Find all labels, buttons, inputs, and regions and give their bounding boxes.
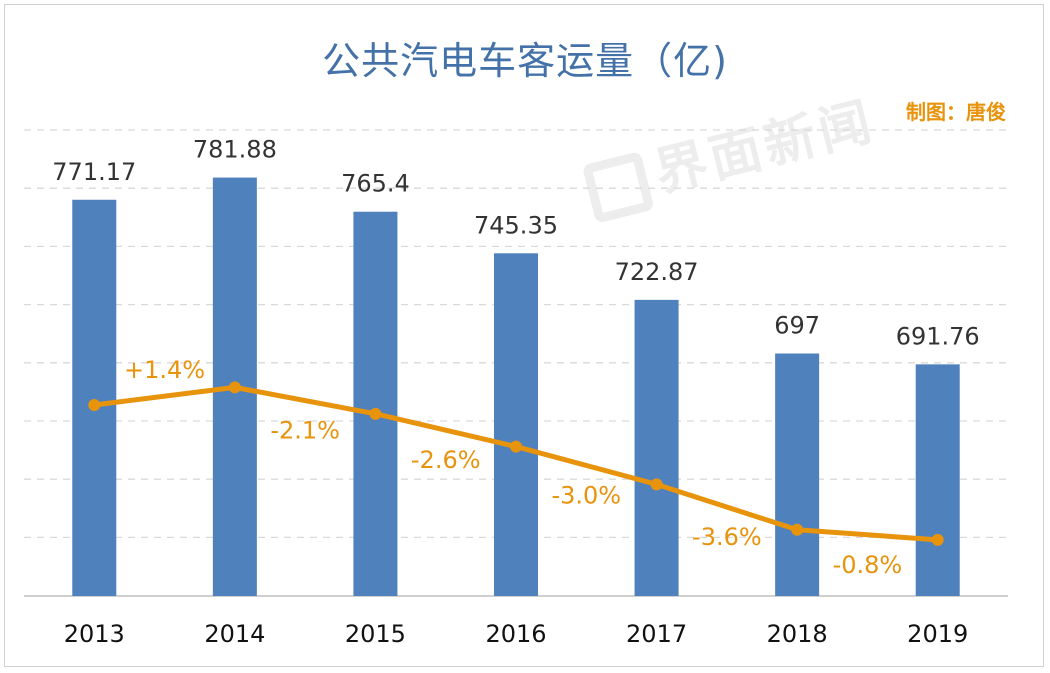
bar-value-label: 722.87 [615,258,699,286]
growth-rate-label: -0.8% [833,551,903,579]
growth-point [88,399,101,411]
bar [494,253,538,597]
growth-point [510,440,522,453]
bar-value-label: 691.76 [896,322,980,350]
bar-value-label: 781.88 [193,136,277,164]
bar [775,353,820,596]
x-tick-label: 2013 [64,620,125,648]
bar [353,211,398,596]
bar [72,199,117,597]
growth-point [369,407,382,420]
growth-point [228,381,241,394]
growth-rate-label: -3.6% [692,523,762,551]
chart-credit: 制图：唐俊 [906,100,1006,124]
bar-value-label: 697 [774,311,820,339]
growth-point [791,523,804,536]
x-tick-label: 2019 [907,620,968,648]
growth-rate-label: -2.1% [270,417,340,445]
growth-point [650,478,663,491]
x-tick-label: 2015 [345,620,406,648]
bar-value-label: 765.4 [341,170,410,198]
growth-rate-label: -2.6% [411,446,481,474]
growth-point [931,533,944,546]
bar-value-label: 771.17 [52,158,136,186]
growth-rate-label: +1.4% [124,356,205,384]
growth-rate-label: -3.0% [551,481,621,509]
bar-value-label: 745.35 [474,211,558,239]
bar [915,364,960,596]
bar [634,299,679,596]
x-tick-label: 2016 [485,620,546,648]
x-tick-label: 2018 [767,620,828,648]
chart-title: 公共汽电车客运量（亿) [322,39,728,83]
x-tick-label: 2017 [626,620,687,648]
x-tick-label: 2014 [204,620,265,648]
